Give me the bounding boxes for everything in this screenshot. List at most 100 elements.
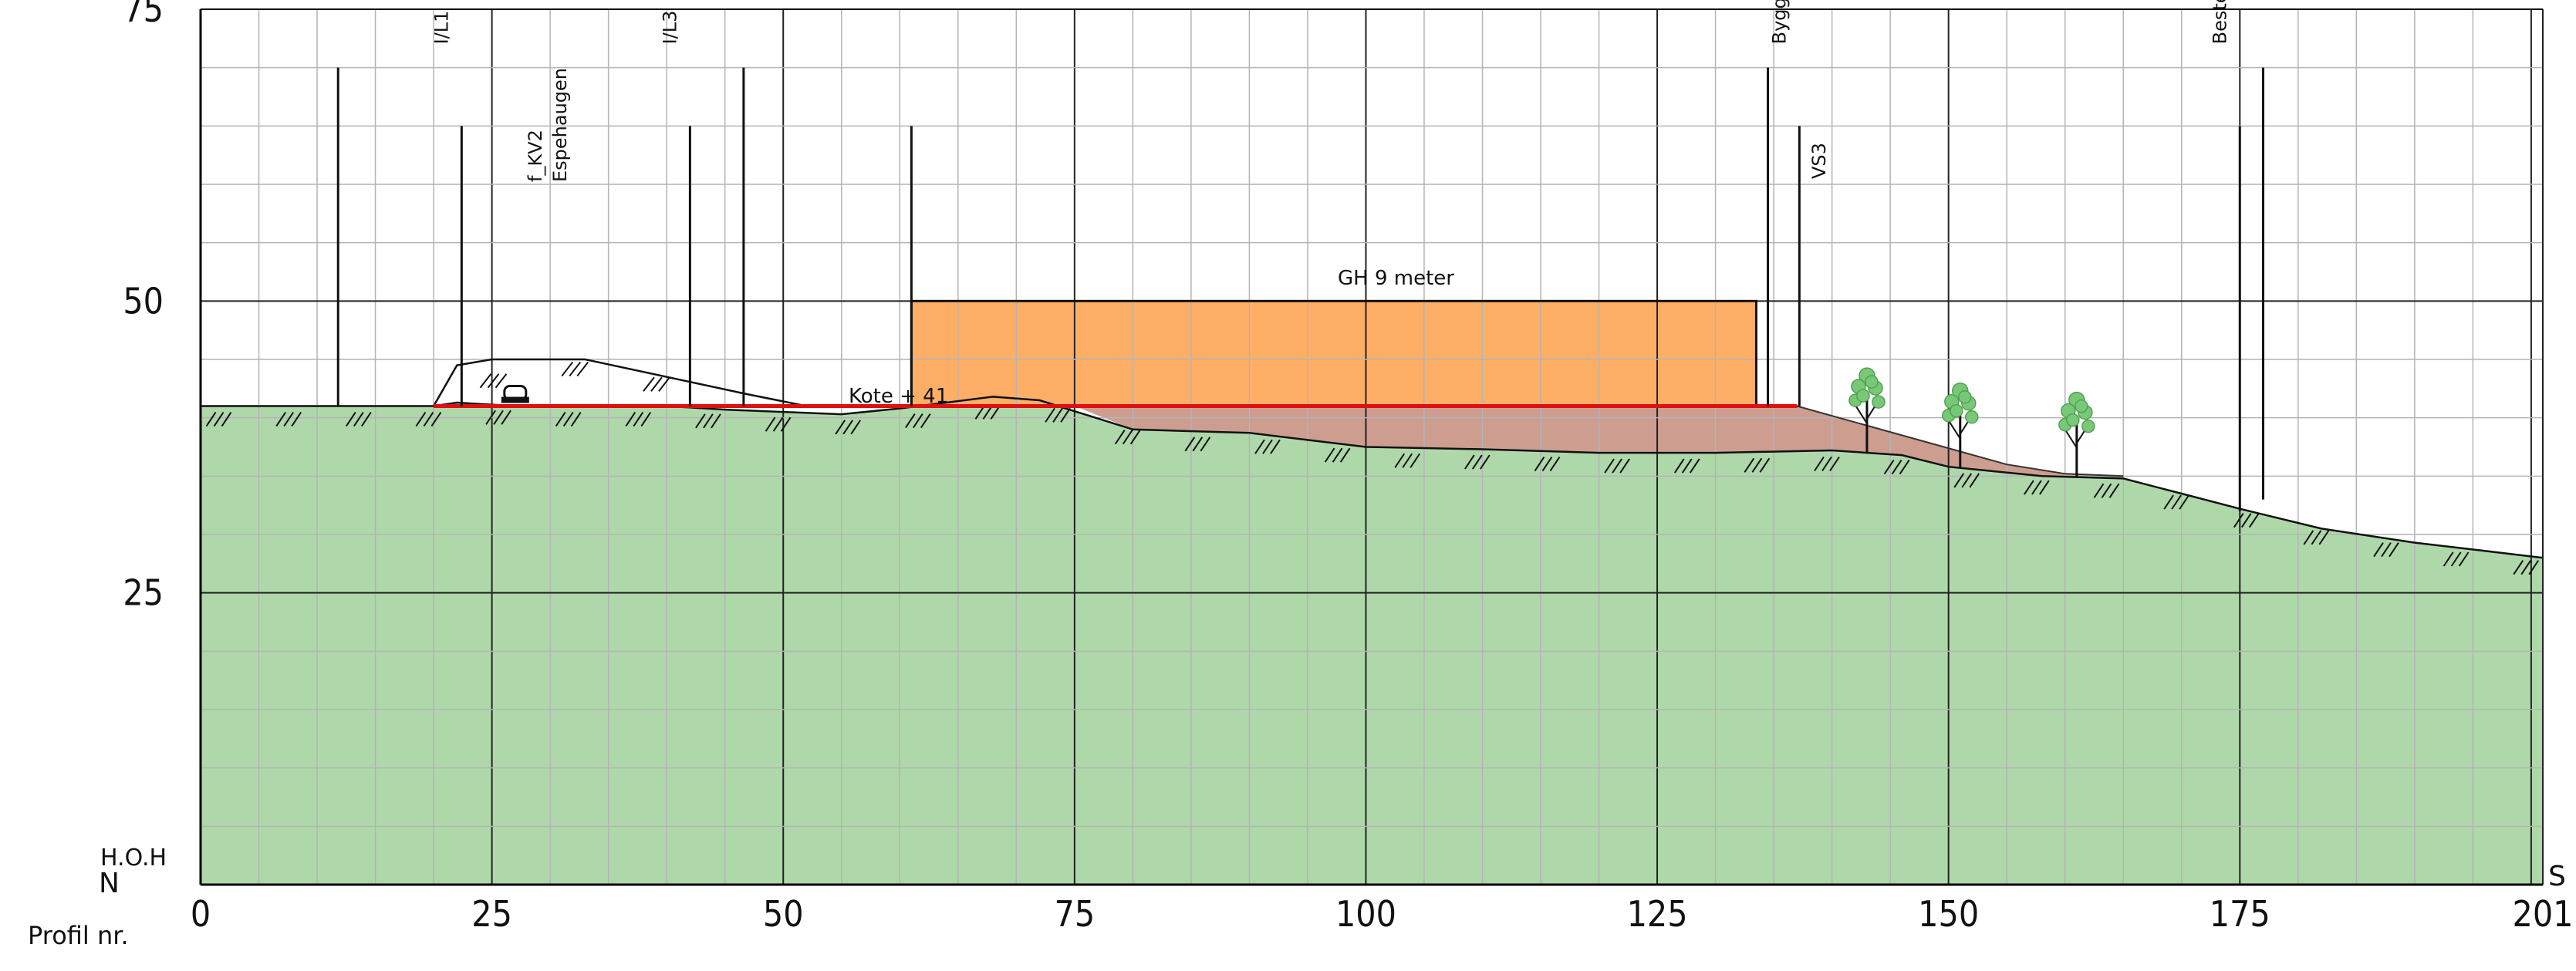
terrain-hatch	[1969, 473, 1980, 488]
terrain-hatch	[1549, 457, 1561, 472]
terrain-hatch	[1332, 447, 1343, 463]
x-tick-label: 25	[471, 893, 512, 935]
terrain-hatch	[353, 411, 364, 427]
terrain-hatch	[1045, 407, 1055, 423]
terrain-hatch	[221, 411, 232, 427]
terrain-hatch	[1410, 453, 1421, 468]
terrain-hatch	[1394, 453, 1406, 468]
terrain-hatch	[2093, 483, 2105, 498]
terrain-hatch	[2248, 513, 2260, 528]
terrain-hatch	[2031, 480, 2042, 495]
terrain-hatch	[2373, 542, 2384, 558]
terrain-hatch	[1612, 458, 1622, 474]
building-label: GH 9 meter	[1338, 267, 1454, 290]
terrain-hatch	[430, 411, 442, 427]
embankment-hatch	[495, 373, 508, 389]
profile-label: Profil nr.	[28, 921, 129, 950]
terrain-hatch	[1744, 457, 1755, 473]
embankment-hatch	[576, 361, 589, 377]
terrain-hatch	[283, 411, 295, 427]
terrain-hatch	[1883, 460, 1895, 475]
terrain-hatch	[2108, 483, 2120, 498]
terrain-hatch	[1339, 447, 1351, 463]
terrain-hatch	[711, 413, 721, 429]
terrain-hatch	[1052, 407, 1063, 423]
embankment-hatch	[561, 361, 574, 377]
marker-label: I/L1	[430, 11, 452, 45]
x-tick-label: 50	[763, 893, 804, 935]
terrain-hatch	[570, 411, 582, 427]
embankment-hatch	[479, 373, 492, 389]
terrain-hatch	[275, 411, 287, 427]
terrain-hatch	[1254, 439, 1265, 454]
terrain-hatch	[920, 413, 931, 429]
terrain-hatch	[1480, 454, 1491, 470]
tree-icon	[1942, 382, 1979, 468]
tree-icon	[1848, 367, 1886, 453]
terrain-hatch	[2233, 513, 2244, 528]
terrain-hatch	[842, 420, 854, 435]
terrain-hatch	[1324, 447, 1335, 463]
x-tick-label: 150	[1918, 893, 1979, 935]
terrain-hatch	[1891, 460, 1902, 475]
terrain-hatch	[904, 413, 916, 429]
terrain-hatch	[1464, 454, 1475, 470]
terrain-hatch	[1619, 458, 1630, 474]
terrain-hatch	[2450, 551, 2462, 567]
x-tick-label: 125	[1627, 893, 1688, 935]
terrain-hatch	[772, 416, 784, 432]
terrain-hatch	[1472, 454, 1483, 470]
terrain-hatch	[2039, 480, 2050, 495]
terrain-hatch	[2101, 483, 2112, 498]
terrain-hatch	[1829, 456, 1840, 472]
terrain-hatch	[1402, 453, 1413, 468]
terrain-hatch	[2171, 494, 2182, 510]
terrain-hatch	[485, 410, 496, 425]
terrain-hatch	[625, 411, 636, 427]
y-tick-label: 75	[123, 0, 164, 30]
marker-label: I/L3	[659, 11, 680, 45]
car-body-icon	[501, 396, 529, 403]
terrain-hatch	[291, 411, 302, 427]
terrain-hatch	[2389, 542, 2399, 558]
terrain-hatch	[1759, 457, 1771, 473]
terrain-hatch	[2318, 530, 2330, 545]
terrain-hatch	[2179, 494, 2189, 510]
terrain-hatch	[1689, 458, 1700, 474]
terrain-hatch	[2381, 542, 2392, 558]
terrain-hatch	[345, 411, 356, 427]
terrain-hatch	[1821, 456, 1832, 472]
terrain-hatch	[1122, 430, 1133, 445]
road-embankment	[433, 358, 807, 407]
terrain-hatch	[1899, 460, 1910, 475]
terrain-hatch	[1814, 456, 1825, 472]
terrain-hatch	[2303, 530, 2314, 545]
terrain-hatch	[423, 411, 434, 427]
terrain-hatch	[1953, 473, 1965, 488]
terrain-hatch	[1184, 437, 1196, 452]
x-tick-label: 0	[191, 893, 211, 935]
terrain-hatch	[780, 416, 792, 432]
embankment-hatch	[569, 361, 582, 377]
terrain-hatch	[850, 420, 862, 435]
marker-label: Byggegrense	[1768, 0, 1790, 44]
vs3-label: VS3	[1808, 143, 1830, 179]
y-tick-label: 50	[123, 280, 164, 322]
terrain-hatch	[1751, 457, 1763, 473]
terrain-hatch	[1060, 407, 1071, 423]
embankment-hatch	[658, 376, 670, 392]
north-label: N	[99, 868, 120, 899]
marker-label: Bestemmelsesgrense	[2209, 0, 2230, 44]
terrain-hatch	[1534, 457, 1545, 472]
road-label-espehaugen: Espehaugen	[549, 68, 571, 182]
terrain-hatch	[1270, 439, 1281, 454]
tree-icon	[2058, 391, 2095, 477]
terrain-hatch	[1961, 473, 1973, 488]
embankment-hatch	[487, 373, 500, 389]
terrain-hatch	[1129, 430, 1141, 445]
terrain-hatch	[1262, 439, 1273, 454]
terrain-hatch	[2528, 560, 2540, 575]
terrain-hatch	[2163, 494, 2174, 510]
x-tick-label: 75	[1055, 893, 1096, 935]
terrain-hatch	[1114, 430, 1126, 445]
